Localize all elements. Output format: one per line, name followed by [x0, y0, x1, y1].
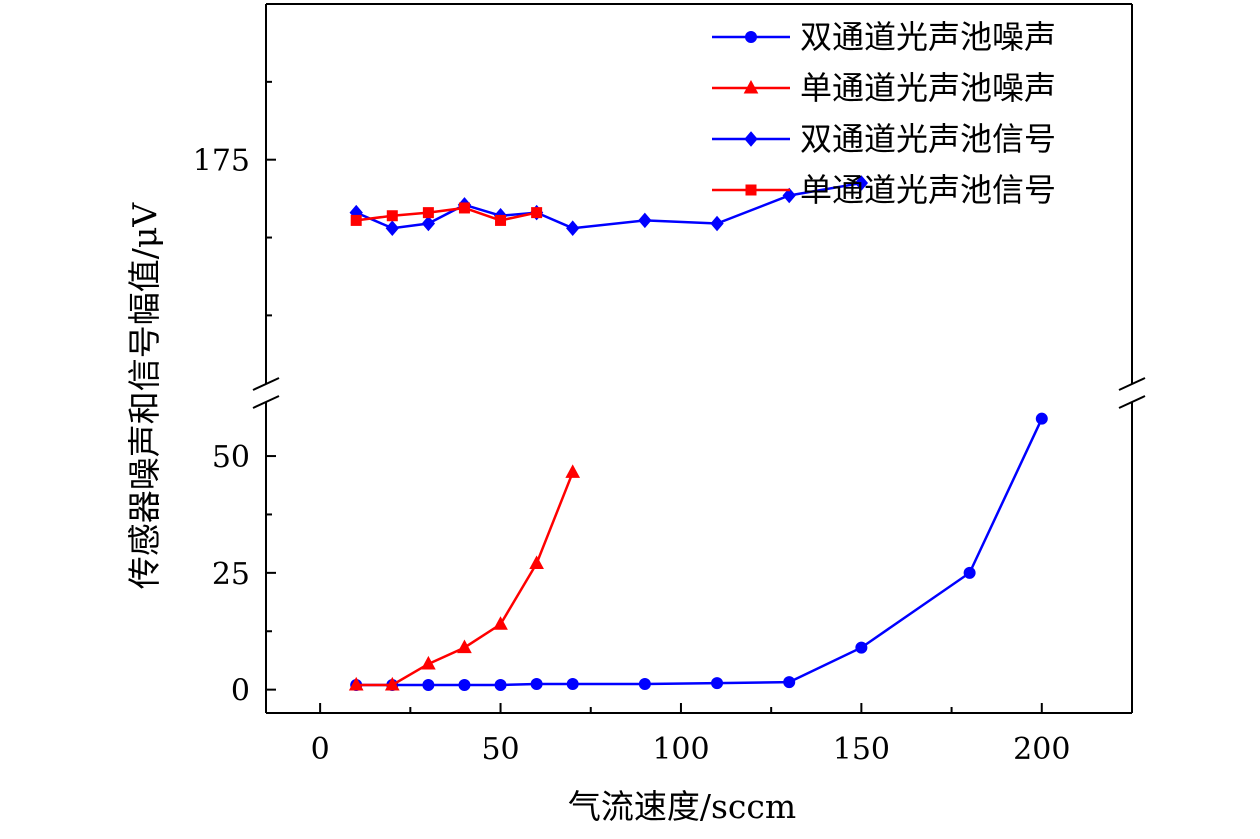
data-point — [421, 215, 436, 232]
data-point — [783, 676, 796, 689]
data-point — [638, 678, 651, 691]
x-axis: 0 50 100 150 200 — [311, 703, 1070, 767]
legend-marker — [743, 79, 759, 94]
axis-break-left-upper — [252, 377, 280, 391]
series-2 — [349, 175, 869, 236]
y-tick-label: 0 — [231, 674, 250, 709]
legend-item-2: 双通道光声池信号 — [712, 120, 1056, 158]
data-point — [531, 207, 543, 219]
legend-item-1: 单通道光声池噪声 — [712, 69, 1056, 107]
legend-marker — [744, 131, 758, 147]
series-layer — [348, 175, 1048, 691]
data-point — [565, 464, 581, 478]
data-point — [530, 678, 543, 691]
legend-marker — [745, 31, 757, 43]
y-tick-label: 175 — [193, 144, 250, 179]
data-point — [782, 187, 796, 204]
axis-break-left-lower — [252, 395, 280, 409]
data-point — [638, 212, 652, 229]
series-line — [356, 206, 537, 222]
x-tick-label: 150 — [833, 732, 890, 767]
axis-break-right-lower — [1118, 395, 1146, 409]
y-tick-label: 25 — [212, 557, 250, 592]
series-line — [356, 418, 1043, 687]
data-point — [494, 678, 507, 691]
data-point — [385, 220, 399, 236]
series-0 — [350, 412, 1048, 691]
series-3 — [350, 202, 543, 226]
data-point — [384, 676, 400, 691]
x-tick-label: 0 — [311, 732, 330, 767]
y-axis: 0 25 50 175 — [193, 80, 276, 709]
legend-item-3: 单通道光声池信号 — [712, 171, 1056, 209]
data-point — [963, 566, 976, 579]
data-point — [348, 676, 364, 691]
legend-marker — [745, 184, 757, 196]
x-axis-title: 气流速度/sccm — [568, 787, 796, 826]
data-point — [711, 677, 724, 690]
data-point — [350, 214, 362, 226]
legend-label: 单通道光声池噪声 — [800, 69, 1056, 107]
legend-label: 双通道光声池噪声 — [800, 18, 1056, 56]
data-point — [458, 678, 471, 691]
legend-item-0: 双通道光声池噪声 — [712, 18, 1056, 56]
y-tick-label: 50 — [212, 440, 250, 475]
legend-label: 单通道光声池信号 — [800, 171, 1056, 209]
data-point — [854, 175, 869, 191]
data-point — [495, 214, 507, 226]
plot-frame — [252, 3, 1146, 714]
x-tick-label: 200 — [1013, 732, 1070, 767]
axis-break-right-upper — [1118, 377, 1146, 391]
data-point — [566, 678, 579, 691]
data-point — [386, 210, 398, 222]
data-point — [458, 202, 470, 214]
series-1 — [348, 464, 581, 691]
legend-label: 双通道光声池信号 — [800, 120, 1056, 158]
x-tick-label: 50 — [481, 732, 519, 767]
y-axis-title: 传感器噪声和信号幅值/μV — [125, 202, 164, 590]
data-point — [710, 215, 724, 232]
data-point — [529, 555, 544, 570]
x-tick-label: 100 — [652, 732, 709, 767]
data-point — [566, 220, 580, 236]
data-point — [422, 678, 435, 691]
data-point — [421, 655, 436, 670]
data-point — [1035, 412, 1048, 425]
data-point — [493, 616, 508, 630]
data-point — [855, 641, 868, 654]
data-point — [457, 639, 472, 654]
data-point — [422, 207, 434, 219]
